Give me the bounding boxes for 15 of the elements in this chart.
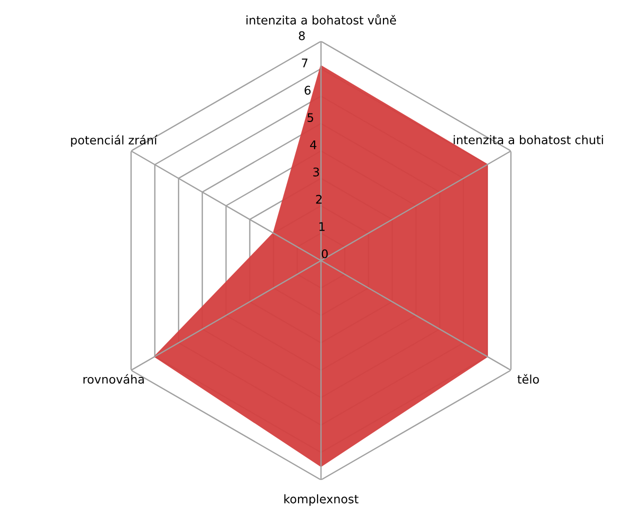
y-tick-label: 1 (319, 222, 325, 231)
spoke-label: potenciál zrání (71, 134, 158, 147)
spoke-label: intenzita a bohatost vůně (246, 14, 396, 25)
y-tick-label: 4 (310, 140, 316, 150)
spoke-label: tělo (517, 374, 539, 384)
y-tick-label: 6 (304, 86, 311, 95)
y-tick-label: 2 (316, 194, 322, 204)
spoke-label: komplexnost (284, 494, 358, 506)
y-tick-label: 8 (298, 31, 305, 40)
y-tick-label: 7 (302, 58, 308, 68)
spoke-label: rovnováha (83, 374, 144, 384)
y-tick-label: 0 (322, 249, 328, 258)
y-tick-label: 5 (308, 113, 314, 122)
spoke-label: intenzita a bohatost chuti (454, 135, 603, 144)
y-tick-label: 3 (313, 168, 319, 177)
